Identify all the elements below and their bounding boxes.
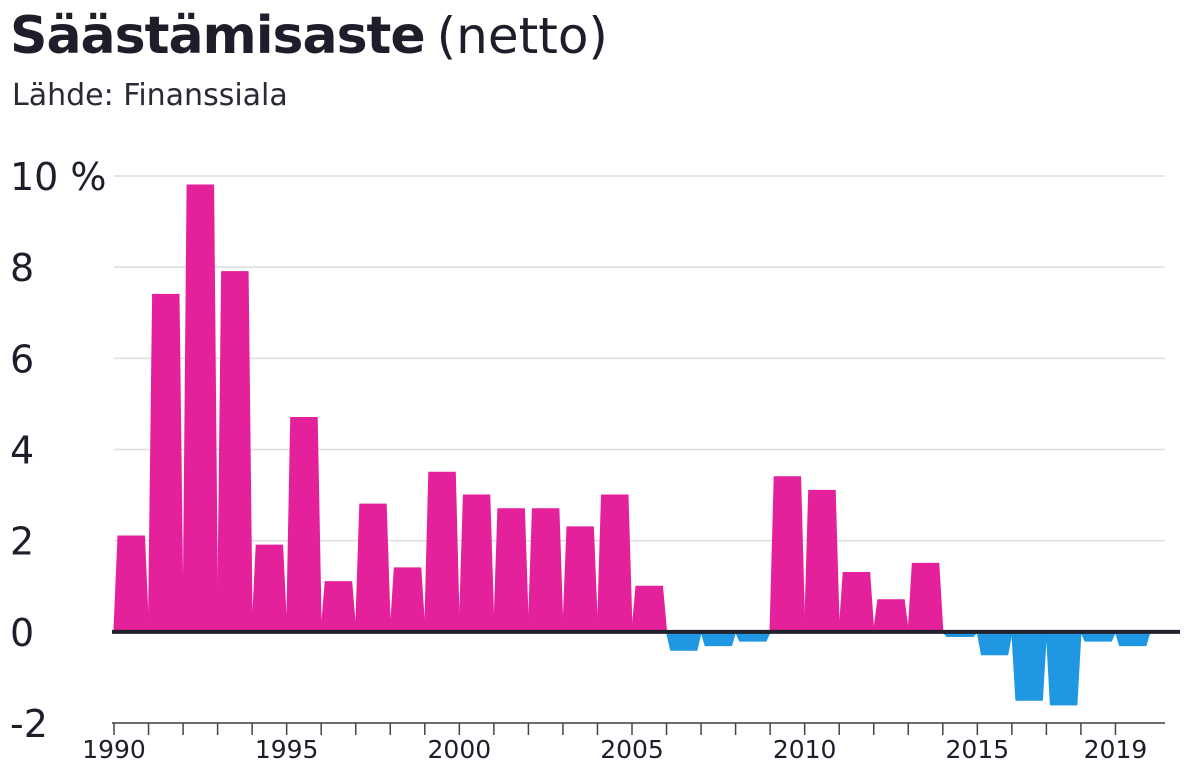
area-segment-1997 [355, 503, 391, 633]
area-segment-1996 [320, 581, 357, 633]
area-segment-2001 [493, 508, 530, 633]
area-segment-2003 [562, 526, 599, 633]
area-segment-2015 [976, 631, 1013, 656]
area-layer [113, 184, 1151, 706]
area-segment-2019 [1114, 631, 1151, 647]
y-tick-label: 0 [10, 611, 34, 655]
area-segment-2012 [873, 599, 909, 633]
area-segment-1999 [424, 471, 460, 633]
y-tick-label: 2 [10, 520, 34, 564]
area-segment-2000 [458, 494, 495, 633]
y-tick-label: -2 [10, 702, 48, 746]
x-tick-label: 1990 [82, 735, 146, 764]
area-segment-2004 [596, 494, 633, 633]
label-layer: 10 % 8 6 4 2 0 -2 1990 1995 2000 2005 2010 2015 2019 [10, 155, 1147, 764]
x-tick-label: 2019 [1084, 735, 1148, 764]
chart-title-main: Säästämisaste [10, 6, 426, 66]
x-tick-label: 2015 [946, 735, 1010, 764]
chart-source: Lähde: Finanssiala [12, 78, 288, 113]
area-segment-1993 [216, 271, 253, 633]
area-segment-1995 [286, 417, 322, 633]
area-segment-2016 [1011, 631, 1048, 701]
area-segment-2006 [665, 631, 702, 651]
area-segment-2009 [769, 476, 806, 633]
area-segment-2013 [907, 562, 944, 633]
x-tick-label: 2000 [428, 735, 492, 764]
area-segment-2005 [631, 585, 668, 633]
chart-title-suffix: (netto) [436, 7, 608, 65]
area-segment-2002 [527, 508, 564, 633]
x-tick-label: 1995 [255, 735, 319, 764]
area-segment-1990 [113, 535, 150, 633]
area-segment-2007 [700, 631, 737, 647]
area-segment-1992 [182, 184, 219, 633]
y-tick-label: 8 [10, 246, 34, 290]
area-segment-2010 [804, 489, 840, 633]
x-tick-label: 2010 [773, 735, 837, 764]
area-segment-1998 [389, 567, 426, 633]
x-tick-label: 2005 [600, 735, 664, 764]
axis-layer [112, 629, 1180, 735]
area-segment-2011 [838, 571, 875, 633]
area-segment-1991 [147, 293, 184, 633]
y-tick-label: 4 [10, 429, 34, 473]
area-segment-2017 [1045, 631, 1082, 706]
chart-title: Säästämisaste (netto) [10, 6, 608, 66]
y-tick-label: 10 % [10, 155, 107, 199]
y-tick-label: 6 [10, 337, 34, 381]
area-segment-1994 [251, 544, 288, 633]
